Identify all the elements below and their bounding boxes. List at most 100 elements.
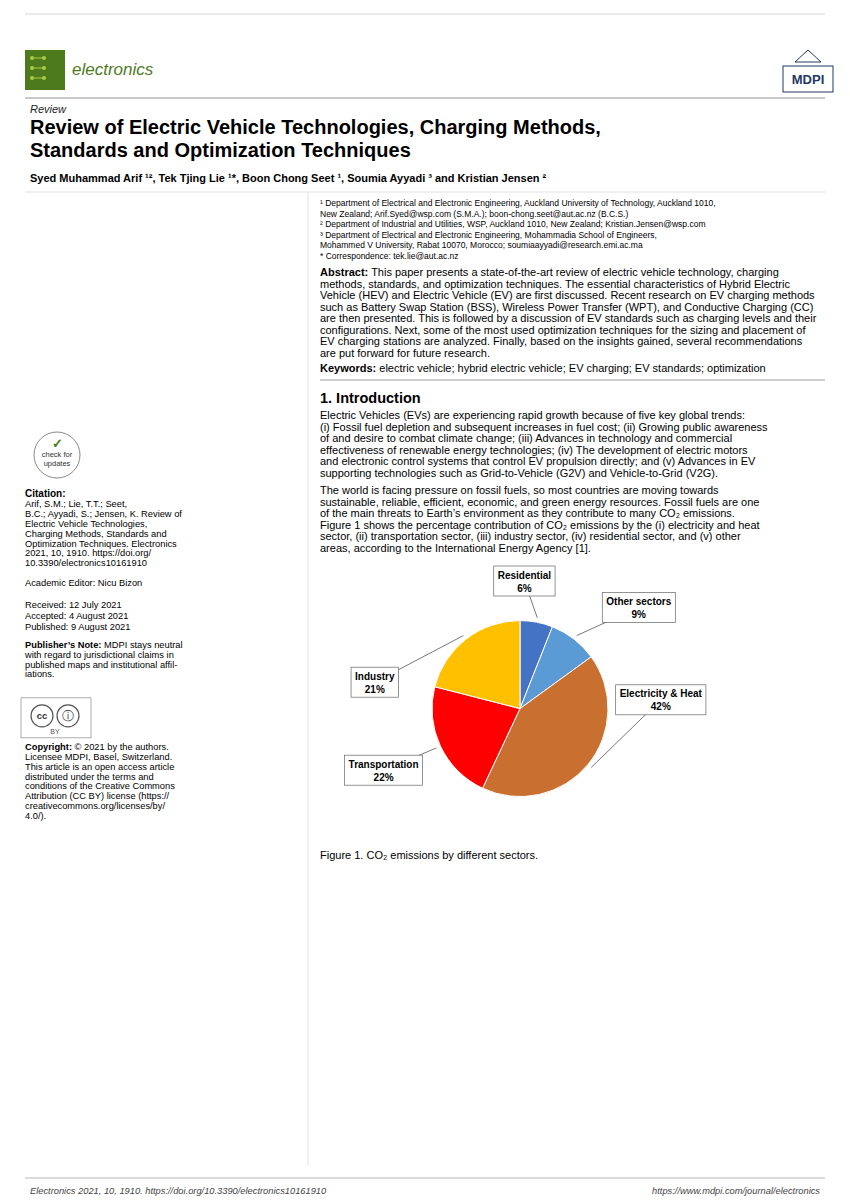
keywords: Keywords: electric vehicle; hybrid elect… (320, 362, 766, 374)
top-rule (25, 14, 825, 15)
abstract: methods, standards, and optimization tec… (320, 278, 790, 290)
update-badge-text: updates (44, 459, 71, 468)
abstract: Vehicle (HEV) and Electric Vehicle (EV) … (320, 289, 815, 301)
paragraph: of the main threats to Earth’s environme… (320, 507, 735, 519)
affiliation: ¹ Department of Electrical and Electroni… (320, 198, 716, 208)
footer-rule (25, 1178, 825, 1179)
text-label: Abstract: (320, 266, 368, 278)
citation: Electric Vehicle Technologies, (25, 519, 147, 529)
publisher-note: with regard to jurisdictional claims in (24, 650, 174, 660)
affiliation: Mohammed V University, Rabat 10070, Moro… (320, 240, 643, 250)
data-label: Electricity & Heat 42% (616, 685, 706, 715)
citation: Optimization Techniques. Electronics (25, 539, 177, 549)
label-box (345, 755, 423, 785)
column-rule (308, 193, 309, 1165)
date: Received: 12 July 2021 (25, 600, 122, 610)
header-rule (25, 98, 825, 99)
license-icon (31, 705, 53, 727)
title: Review of Electric Vehicle Technologies,… (30, 116, 601, 138)
authors-rule (25, 192, 825, 193)
paragraph: and electronic control systems that cont… (320, 455, 756, 467)
data-label: Transportation 22% (345, 755, 423, 785)
label-box (602, 592, 675, 622)
text-body: MDPI stays neutral (101, 640, 182, 650)
academic-editor: Academic Editor: Nicu Bizon (25, 578, 142, 588)
logo-dot (30, 66, 34, 70)
paragraph: sector, (ii) transportation sector, (iii… (320, 530, 741, 542)
page: electronicsMDPIReviewReview of Electric … (0, 0, 850, 1202)
label-box (616, 685, 706, 715)
abstract: are put forward for future research. (320, 347, 490, 359)
abstract: EV charging stations are analyzed. Final… (320, 335, 803, 347)
publisher-note: published maps and institutional affil- (25, 660, 177, 670)
citation-label: Citation: (25, 488, 66, 499)
date: Accepted: 4 August 2021 (25, 611, 128, 621)
text-body: © 2021 by the authors. (72, 742, 169, 752)
paragraph: The world is facing pressure on fossil f… (320, 484, 719, 496)
text-label: Keywords: (320, 362, 376, 374)
date: Published: 9 August 2021 (25, 622, 130, 632)
copyright: Copyright: © 2021 by the authors. (25, 742, 169, 752)
paragraph: of and desire to combat climate change; … (320, 432, 732, 444)
copyright: Licensee MDPI, Basel, Switzerland. (25, 752, 172, 762)
data-label: Industry 21% (351, 667, 398, 697)
journal-name: electronics (72, 60, 154, 79)
journal-logo (25, 50, 65, 90)
update-badge-text: check for (42, 450, 73, 459)
publisher-logo: MDPI (792, 72, 825, 87)
copyright: creativecommons.org/licenses/by/ (25, 801, 165, 811)
section-title: 1. Introduction (320, 390, 421, 406)
text-label: Publisher’s Note: (25, 640, 101, 650)
slice-value-label: 22% (374, 772, 394, 783)
data-label: Residential 6% (494, 566, 555, 596)
abstract: such as Battery Swap Station (BSS), Wire… (320, 301, 813, 313)
slice-value-label: 6% (517, 583, 532, 594)
paragraph: Electric Vehicles (EVs) are experiencing… (320, 409, 745, 421)
citation: Charging Methods, Standards and (25, 529, 167, 539)
title: Standards and Optimization Techniques (30, 139, 411, 161)
label-box (351, 667, 398, 697)
paragraph: areas, according to the International En… (320, 542, 591, 554)
slice-value-label: 21% (365, 684, 385, 695)
slice-value-label: 42% (651, 701, 671, 712)
label-box (494, 566, 555, 596)
copyright: This article is an open access article (25, 762, 174, 772)
citation: Arif, S.M.; Lie, T.T.; Seet, (25, 499, 127, 509)
publisher-note: iations. (25, 669, 54, 679)
citation: 10.3390/electronics10161910 (25, 558, 147, 568)
logo-dot (42, 56, 46, 60)
affiliation: ² Department of Industrial and Utilities… (320, 219, 706, 229)
abstract: configurations. Next, some of the most u… (320, 324, 806, 336)
slice-category: Electricity & Heat (620, 688, 703, 699)
text-body: electric vehicle; hybrid electric vehicl… (376, 362, 765, 374)
section-rule (320, 380, 825, 381)
background (0, 0, 850, 1202)
logo-dot (30, 56, 34, 60)
copyright: Attribution (CC BY) license (https:// (25, 791, 170, 801)
authors: Syed Muhammad Arif ¹², Tek Tjing Lie ¹*,… (30, 172, 547, 184)
slice-category: Transportation (349, 759, 419, 770)
abstract: are then presented. This is followed by … (320, 312, 817, 324)
affiliation: New Zealand; Arif.Syed@wsp.com (S.M.A.);… (320, 209, 628, 219)
footer: https://www.mdpi.com/journal/electronics (652, 1186, 820, 1196)
paragraph: (i) Fossil fuel depletion and subsequent… (320, 421, 768, 433)
slice-category: Residential (498, 570, 552, 581)
update-badge-icon: ✓ (52, 436, 63, 451)
pie-chart: Residential 6% Other sectors9% Electricity … (345, 566, 706, 797)
publisher-logo-box (783, 66, 833, 92)
license-badge (21, 698, 91, 738)
paragraph: supporting technologies such as Grid-to-… (320, 467, 718, 479)
license-icon-text: ⓘ (62, 709, 74, 723)
data-label: Other sectors9% (602, 592, 675, 622)
slice-category: Industry (355, 671, 395, 682)
publisher-logo-triangle (795, 50, 821, 62)
update-badge (34, 432, 80, 478)
copyright: conditions of the Creative Commons (25, 781, 175, 791)
paragraph: sustainable, reliable, efficient, econom… (320, 496, 759, 508)
paragraph: Figure 1 shows the percentage contributi… (320, 519, 760, 531)
text-label: Copyright: (25, 742, 72, 752)
footer: Electronics 2021, 10, 1910. https://doi.… (30, 1186, 327, 1196)
citation: 2021, 10, 1910. https://doi.org/ (25, 548, 152, 558)
slice-category: Other sectors (606, 596, 671, 607)
citation: B.C.; Ayyadi, S.; Jensen, K. Review of (25, 509, 182, 519)
